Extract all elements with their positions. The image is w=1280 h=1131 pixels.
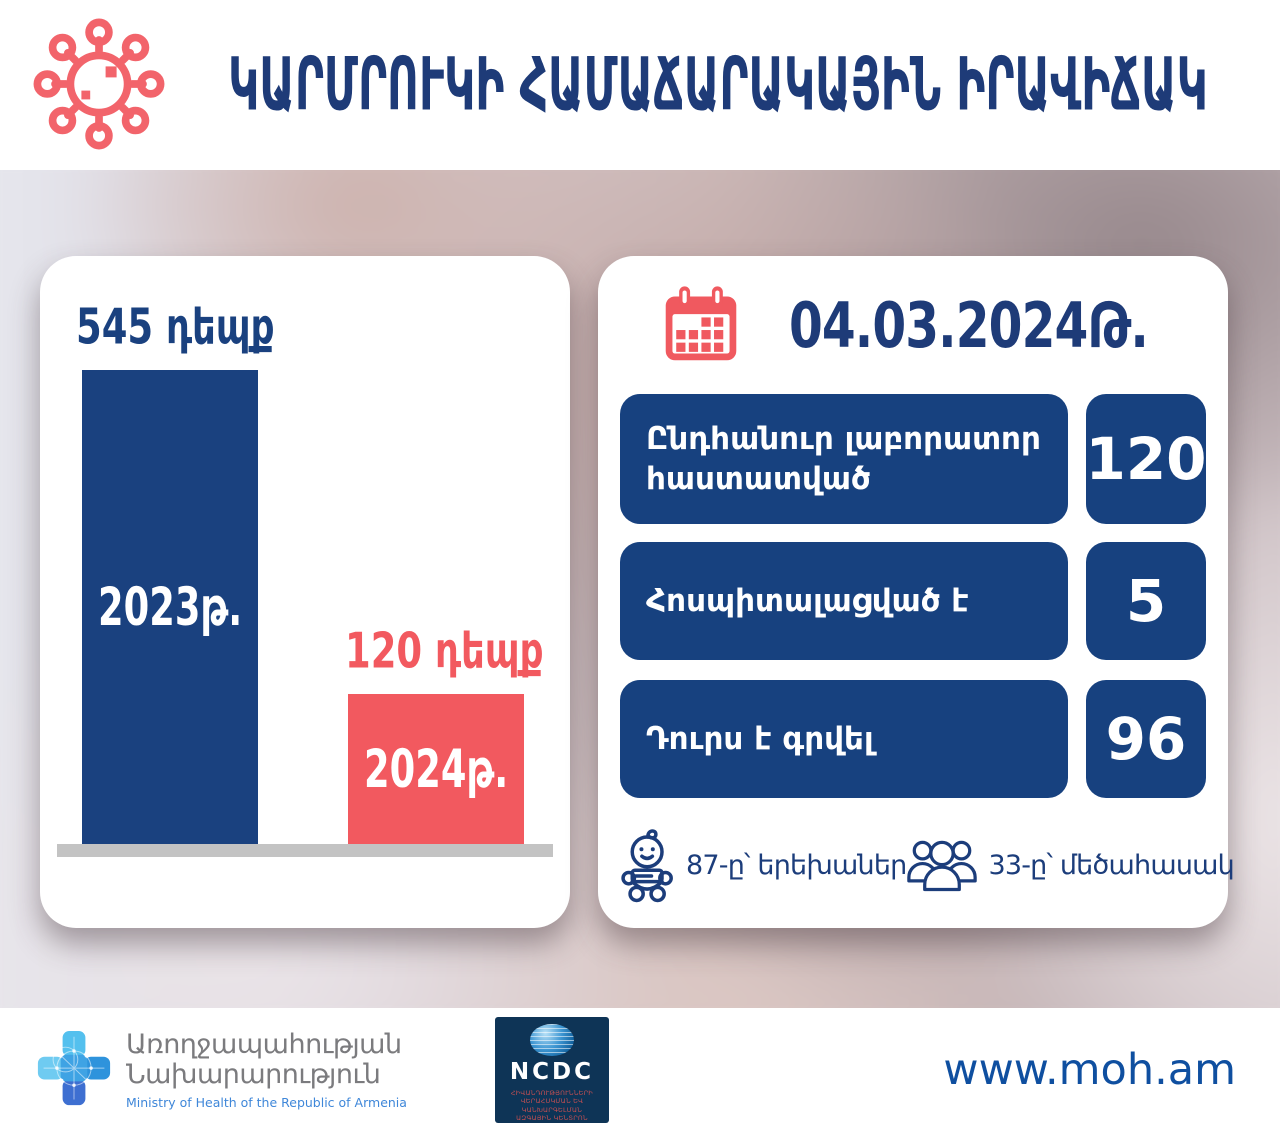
stat-value-hospitalized: 5	[1086, 542, 1206, 660]
stat-value-discharged: 96	[1086, 680, 1206, 798]
virus-icon	[33, 18, 165, 150]
ncdc-abbr: NCDC	[509, 1058, 594, 1085]
date-row: 04.03.2024Թ.	[620, 282, 1206, 368]
bar-2024: 2024թ.	[348, 694, 524, 844]
stat-value-lab-confirmed: 120	[1085, 394, 1207, 524]
moh-name-line2: Նախարարություն	[126, 1059, 381, 1090]
bar-2023-year-label: 2023թ.	[97, 576, 243, 638]
moh-name-line1: Առողջապահության	[126, 1028, 402, 1060]
children-group: 87-ը՝ երեխաներ	[620, 826, 907, 904]
bar-2023-value-label: 545 դեպք	[76, 298, 275, 356]
children-count-label: 87-ը՝ երեխաներ	[686, 849, 907, 881]
age-breakdown-row: 87-ը՝ երեխաներ 33-ը՝ մ	[620, 826, 1235, 904]
stat-rows: Ընդհանուր լաբորատոր հաստատված 120 Հոսպիտ…	[620, 394, 1207, 798]
footer: Առողջապահության Նախարարություն Ministry …	[0, 1008, 1280, 1131]
chart-baseline	[57, 844, 553, 857]
ncdc-globe-icon	[529, 1023, 574, 1056]
stat-label-hospitalized: Հոսպիտալացված է	[620, 542, 1068, 660]
people-icon	[906, 835, 978, 895]
bar-2024-year-label: 2024թ.	[363, 738, 509, 800]
baby-icon	[620, 826, 676, 904]
report-date: 04.03.2024Թ.	[788, 288, 1148, 362]
cases-bar-chart-card: 545 դեպք 2023թ. 120 դեպք 2024թ.	[40, 256, 570, 928]
ncdc-logo: NCDC ՀԻՎԱՆԴՈՒԹՅՈՒՆՆԵՐԻ ՎԵՐԱՀՍԿՄԱՆ ԵՎ ԿԱՆ…	[494, 1016, 609, 1123]
bar-2024-column: 120 դեպք 2024թ.	[343, 623, 581, 844]
header: ԿԱՐՄՐՈՒԿԻ ՀԱՄԱՃԱՐԱԿԱՅԻՆ ԻՐԱՎԻՃԱԿ	[0, 0, 1280, 170]
bar-2023-column: 545 դեպք 2023թ.	[74, 299, 312, 844]
calendar-icon	[659, 283, 743, 367]
daily-stats-card: 04.03.2024Թ. Ընդհանուր լաբորատոր հաստատվ…	[598, 256, 1235, 928]
stat-label-lab-confirmed: Ընդհանուր լաբորատոր հաստատված	[620, 394, 1068, 524]
stat-row-discharged: Դուրս է գրվել 96	[620, 680, 1206, 798]
ncdc-caption-line1: ՀԻՎԱՆԴՈՒԹՅՈՒՆՆԵՐԻ	[510, 1088, 594, 1097]
stat-row-lab-confirmed: Ընդհանուր լաբորատոր հաստատված 120	[620, 394, 1207, 524]
ncdc-caption: ՀԻՎԱՆԴՈՒԹՅՈՒՆՆԵՐԻ ՎԵՐԱՀՍԿՄԱՆ ԵՎ ԿԱՆԽԱՐԳԵ…	[495, 1089, 609, 1123]
ncdc-caption-line3: ԱԶԳԱՅԻՆ ԿԵՆՏՐՈՆ	[516, 1114, 588, 1123]
bar-2023: 2023թ.	[82, 370, 258, 844]
adults-group: 33-ը՝ մեծահասակ	[906, 835, 1235, 895]
moh-website-link[interactable]: www.moh.am	[943, 1044, 1236, 1095]
stat-row-hospitalized: Հոսպիտալացված է 5	[620, 542, 1206, 660]
adults-count-label: 33-ը՝ մեծահասակ	[988, 849, 1234, 881]
moh-cross-icon	[36, 1029, 112, 1111]
moh-text-block: Առողջապահության Նախարարություն Ministry …	[126, 1028, 407, 1110]
moh-logo: Առողջապահության Նախարարություն Ministry …	[36, 1029, 407, 1111]
page-title-text: ԿԱՐՄՐՈՒԿԻ ՀԱՄԱՃԱՐԱԿԱՅԻՆ ԻՐԱՎԻՃԱԿ	[228, 42, 1208, 128]
stat-label-discharged: Դուրս է գրվել	[620, 680, 1068, 798]
bar-2024-value-label: 120 դեպք	[345, 622, 544, 680]
ncdc-caption-line2: ՎԵՐԱՀՍԿՄԱՆ ԵՎ ԿԱՆԽԱՐԳԵԼՄԱՆ	[520, 1097, 584, 1114]
moh-subtitle: Ministry of Health of the Republic of Ar…	[126, 1094, 407, 1110]
page-title: ԿԱՐՄՐՈՒԿԻ ՀԱՄԱՃԱՐԱԿԱՅԻՆ ԻՐԱՎԻՃԱԿ	[170, 0, 1266, 170]
